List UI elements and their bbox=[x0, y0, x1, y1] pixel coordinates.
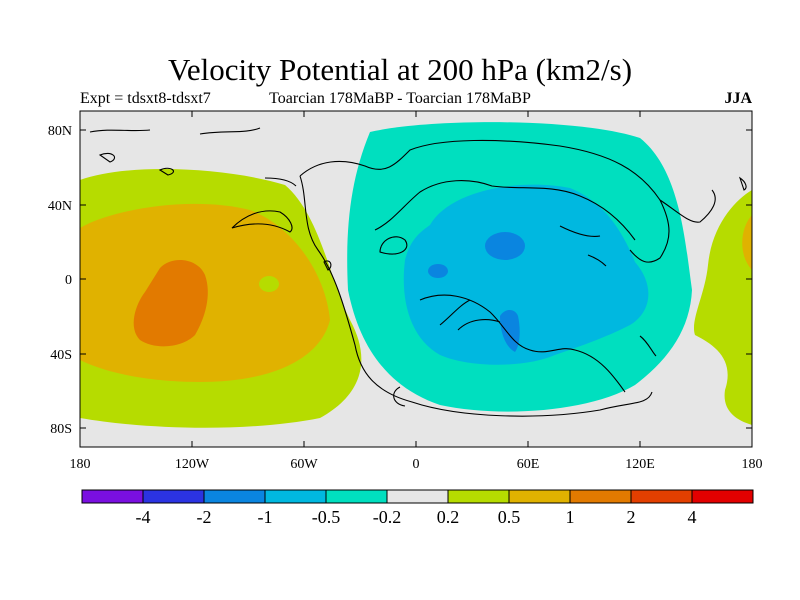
period-label: Toarcian 178MaBP - Toarcian 178MaBP bbox=[269, 90, 531, 107]
contour-positive-1 bbox=[133, 259, 208, 347]
contour-positive-small bbox=[259, 276, 279, 292]
lon-label-60w: 60W bbox=[290, 457, 318, 472]
lat-label-40s: 40S bbox=[50, 348, 72, 363]
plot-title: Velocity Potential at 200 hPa (km2/s) bbox=[167, 52, 633, 87]
colorbar-swatch bbox=[630, 489, 693, 504]
colorbar-swatch bbox=[142, 489, 205, 504]
colorbar-label: 0.5 bbox=[498, 507, 521, 527]
colorbar-swatch bbox=[447, 489, 510, 504]
colorbar-swatch bbox=[264, 489, 327, 504]
colorbar-label: -0.5 bbox=[312, 507, 341, 527]
experiment-label: Expt = tdsxt8-tdsxt7 bbox=[80, 90, 211, 107]
lon-label-120e: 120E bbox=[625, 457, 655, 472]
lon-axis bbox=[79, 111, 753, 447]
contour-positive-east-0.5 bbox=[742, 215, 752, 270]
lon-label-180e: 180 bbox=[742, 457, 763, 472]
contour-negative-small bbox=[428, 264, 448, 278]
colorbar-label: -2 bbox=[197, 507, 212, 527]
colorbar-swatch bbox=[325, 489, 388, 504]
lat-labels: 80N 40N 0 40S 80S bbox=[48, 124, 72, 437]
colorbar-swatch bbox=[569, 489, 632, 504]
colorbar-label: 2 bbox=[627, 507, 636, 527]
lat-label-80n: 80N bbox=[48, 124, 72, 139]
colorbar-label: -4 bbox=[136, 507, 151, 527]
lon-label-120w: 120W bbox=[175, 457, 210, 472]
lat-label-0: 0 bbox=[65, 273, 72, 288]
lat-label-80s: 80S bbox=[50, 422, 72, 437]
lon-label-60e: 60E bbox=[517, 457, 540, 472]
colorbar-label: 4 bbox=[688, 507, 697, 527]
colorbar-swatch bbox=[203, 489, 266, 504]
contour-negative-0.5 bbox=[403, 184, 649, 365]
contour-positive-east bbox=[693, 190, 752, 425]
colorbar: -4 -2 -1 -0.5 -0.2 0.2 0.5 1 2 4 bbox=[81, 489, 754, 527]
lat-axis bbox=[80, 129, 752, 429]
colorbar-swatch bbox=[691, 489, 754, 504]
lat-label-40n: 40N bbox=[48, 199, 72, 214]
map-contours bbox=[80, 111, 752, 447]
coastlines bbox=[89, 127, 747, 417]
season-label: JJA bbox=[724, 90, 752, 107]
colorbar-swatch bbox=[386, 489, 449, 504]
colorbar-swatch bbox=[508, 489, 571, 504]
lon-labels: 180 120W 60W 0 60E 120E 180 bbox=[70, 457, 763, 472]
lon-label-180w: 180 bbox=[70, 457, 91, 472]
colorbar-swatch bbox=[81, 489, 144, 504]
colorbar-label: -1 bbox=[258, 507, 273, 527]
contour-negative-1-north bbox=[485, 232, 525, 260]
colorbar-label: 0.2 bbox=[437, 507, 460, 527]
colorbar-label: -0.2 bbox=[373, 507, 402, 527]
lon-label-0: 0 bbox=[413, 457, 420, 472]
colorbar-label: 1 bbox=[566, 507, 575, 527]
